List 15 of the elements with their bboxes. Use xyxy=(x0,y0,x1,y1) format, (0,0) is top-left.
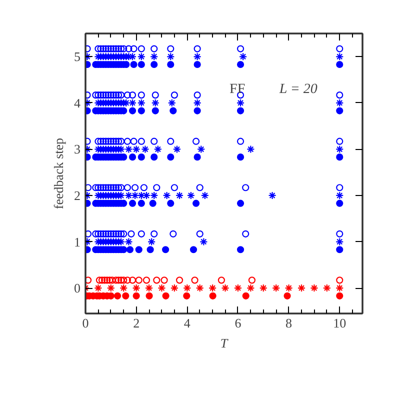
x-axis-title: T xyxy=(220,336,228,350)
x-tick-label: 10 xyxy=(333,316,346,330)
y-tick-label: 4 xyxy=(74,95,81,110)
x-tick-label: 4 xyxy=(184,316,191,330)
annotation: L = 20 xyxy=(278,82,318,97)
y-tick-label: 3 xyxy=(74,142,80,157)
y-tick-label: 5 xyxy=(74,49,80,64)
y-tick-label: 2 xyxy=(74,188,80,203)
x-tick-label: 2 xyxy=(133,316,140,330)
y-axis-title: feedback step xyxy=(51,138,66,210)
x-tick-label: 8 xyxy=(286,316,292,330)
x-tick-label: 6 xyxy=(234,316,242,330)
y-tick-label: 0 xyxy=(74,280,80,296)
annotation: FF xyxy=(230,82,246,97)
y-tick-label: 1 xyxy=(74,234,80,250)
